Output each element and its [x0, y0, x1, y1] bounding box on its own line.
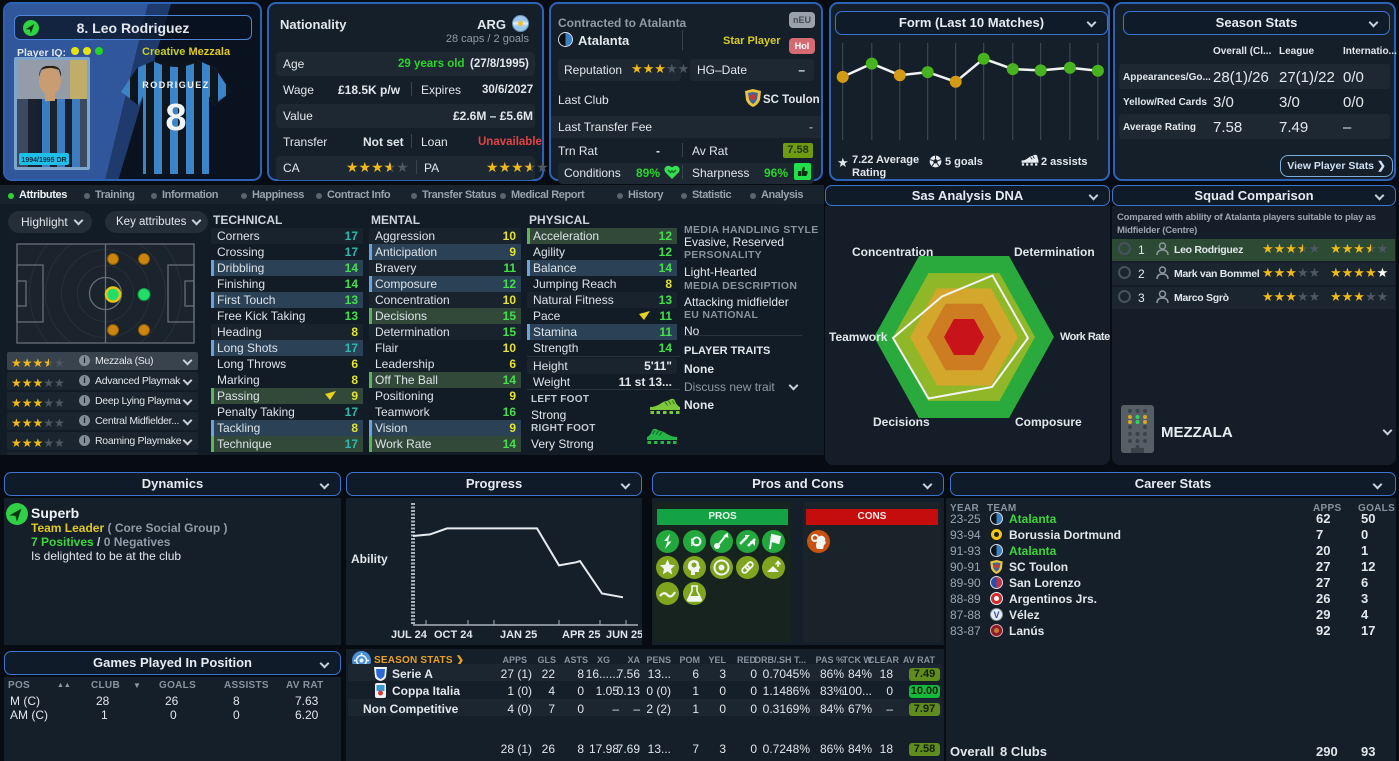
svg-text:APR 25: APR 25	[562, 629, 601, 641]
svg-text:8: 8	[165, 97, 186, 139]
svg-text:JAN 25: JAN 25	[500, 629, 537, 641]
svg-text:1994/1995 DR: 1994/1995 DR	[21, 157, 66, 164]
svg-text:JUL 24: JUL 24	[391, 629, 428, 641]
svg-text:RODRIGUEZ: RODRIGUEZ	[142, 80, 210, 90]
svg-text:JUN 25: JUN 25	[606, 629, 642, 641]
svg-text:OCT 24: OCT 24	[434, 629, 473, 641]
